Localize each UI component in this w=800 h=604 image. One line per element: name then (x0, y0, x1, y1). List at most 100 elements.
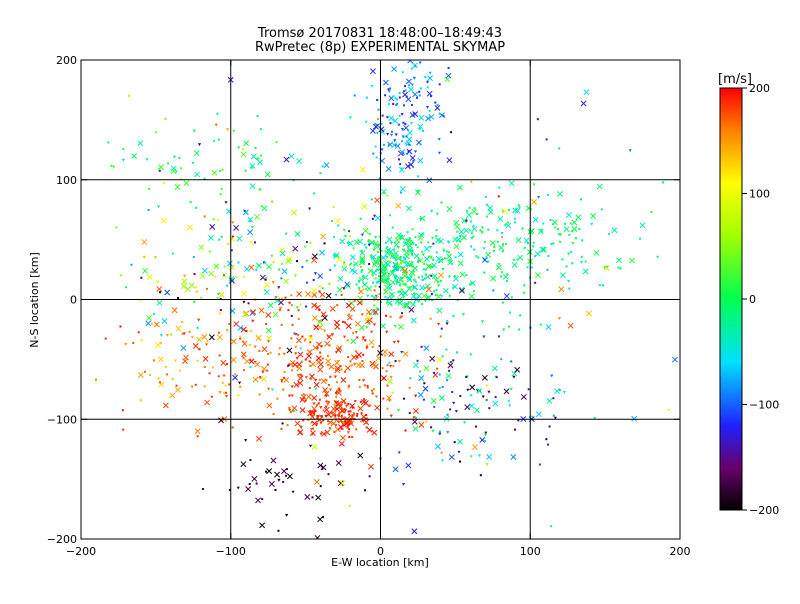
data-point-dot (494, 396, 497, 399)
data-point-triangle (400, 350, 404, 354)
data-point-triangle (291, 490, 295, 494)
data-point-cross (471, 225, 478, 232)
data-point-cross (487, 205, 494, 211)
data-point-dot (304, 358, 307, 361)
data-point-cross (486, 453, 493, 460)
data-point-dot (310, 421, 313, 424)
data-point-cross (320, 430, 327, 437)
data-point-triangle (482, 247, 486, 250)
data-point-dot (353, 300, 356, 303)
data-point-dot (293, 332, 296, 335)
data-point-dot (536, 118, 539, 121)
data-point-cross (386, 378, 393, 385)
data-point-dot (374, 313, 377, 316)
data-point-cross (368, 339, 375, 346)
data-point-triangle (412, 76, 417, 80)
data-point-dot (378, 345, 381, 348)
data-point-cross (402, 351, 409, 357)
y-tick-label: −100 (47, 413, 77, 426)
data-point-dot (363, 398, 366, 401)
data-point-dot (373, 304, 376, 307)
data-point-triangle (237, 146, 241, 150)
data-point-triangle (330, 333, 335, 337)
data-point-triangle (421, 253, 425, 257)
data-point-dot (402, 283, 405, 286)
data-point-dot (288, 394, 291, 397)
data-point-cross (406, 276, 413, 283)
data-point-cross (615, 257, 622, 264)
data-point-dot (547, 443, 550, 446)
data-point-cross (405, 96, 412, 103)
data-point-dot (171, 252, 174, 255)
data-point-cross (596, 183, 603, 190)
data-point-cross (438, 395, 445, 401)
data-point-dot (357, 280, 360, 283)
data-point-dot (540, 230, 543, 233)
data-point-cross (209, 223, 216, 230)
data-point-dot (433, 371, 436, 374)
data-point-dot (276, 397, 279, 400)
data-point-triangle (399, 191, 403, 195)
data-point-dot (527, 388, 530, 391)
data-point-dot (107, 141, 110, 144)
data-point-cross (421, 293, 428, 299)
data-point-triangle (296, 374, 300, 377)
data-point-triangle (343, 235, 348, 238)
data-point-cross (317, 273, 324, 279)
data-point-dot (435, 289, 438, 292)
data-point-dot (349, 410, 352, 413)
data-point-dot (325, 379, 328, 382)
data-point-dot (297, 309, 300, 312)
data-point-cross (248, 264, 255, 271)
data-point-dot (545, 438, 548, 441)
data-point-dot (328, 344, 331, 347)
data-point-triangle (393, 324, 397, 328)
data-point-dot (280, 323, 283, 326)
data-point-cross (357, 295, 364, 302)
data-point-dot (164, 365, 167, 368)
data-point-triangle (309, 416, 314, 420)
data-point-dot (526, 266, 529, 269)
data-point-cross (358, 259, 365, 266)
data-point-triangle (333, 264, 337, 268)
data-point-triangle (236, 394, 240, 398)
data-point-triangle (590, 222, 594, 226)
data-point-triangle (423, 299, 428, 303)
data-point-cross (385, 261, 391, 268)
data-point-dot (377, 308, 380, 311)
data-point-cross (442, 287, 449, 294)
data-point-triangle (410, 263, 414, 267)
data-point-dot (380, 267, 383, 270)
data-point-triangle (179, 167, 183, 171)
data-point-dot (166, 373, 169, 376)
data-point-triangle (219, 294, 224, 298)
data-point-dot (171, 377, 174, 380)
data-point-triangle (371, 346, 375, 349)
data-point-triangle (499, 275, 503, 279)
data-point-dot (344, 321, 347, 324)
data-point-dot (329, 268, 332, 271)
data-point-cross (299, 396, 306, 403)
data-point-triangle (401, 483, 406, 486)
data-point-triangle (282, 352, 286, 356)
data-point-cross (341, 265, 348, 272)
data-point-triangle (296, 334, 300, 337)
data-point-cross (357, 405, 364, 412)
data-point-cross (399, 234, 406, 241)
data-point-cross (335, 460, 342, 466)
data-point-triangle (448, 259, 452, 262)
data-point-triangle (500, 271, 504, 275)
data-point-dot (300, 425, 303, 428)
data-point-cross (344, 281, 351, 288)
data-point-triangle (492, 250, 496, 253)
data-point-triangle (231, 221, 235, 225)
data-point-dot (368, 262, 371, 265)
data-point-triangle (400, 128, 405, 131)
data-point-triangle (377, 256, 381, 259)
data-point-dot (128, 94, 131, 97)
data-point-triangle (450, 262, 454, 266)
data-point-dot (406, 231, 409, 234)
data-point-dot (243, 209, 246, 212)
data-point-cross (311, 420, 318, 427)
data-point-dot (564, 222, 567, 225)
